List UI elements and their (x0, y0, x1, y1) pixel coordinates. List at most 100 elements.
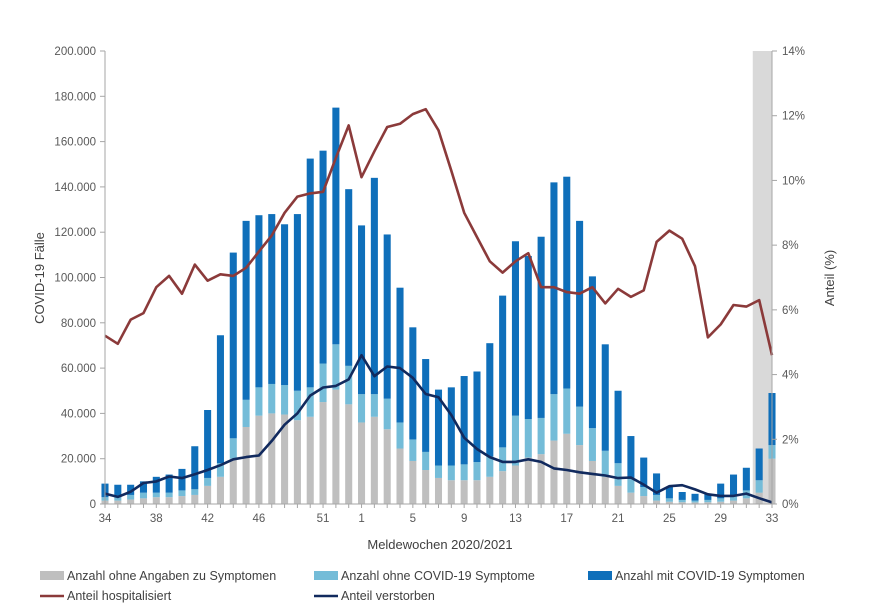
y2-tick-layer: 0% 2% 4% 6% 8% 10% 12% 14% (772, 46, 805, 511)
bar-1-week-30 (729, 494, 738, 501)
bar-2-week-43 (216, 335, 224, 464)
bar-2-week-35 (114, 484, 122, 498)
bar-2-week-32 (755, 448, 763, 481)
bar-0-week-11 (486, 476, 494, 504)
bar-1-week-20 (601, 450, 609, 477)
bar-2-week-7 (434, 389, 443, 466)
bar-2-week-28 (704, 494, 712, 500)
y-tick-label: 40.000 (61, 408, 96, 420)
bar-1-week-21 (614, 463, 622, 486)
bar-0-week-37 (139, 498, 148, 504)
bar-2-week-42 (204, 410, 212, 478)
y-tick-label: 60.000 (61, 363, 96, 375)
bar-0-week-25 (665, 501, 673, 504)
bar-2-week-39 (165, 474, 173, 493)
x-tick-label: 25 (663, 513, 676, 525)
bar-1-week-7 (434, 465, 443, 478)
bar-0-week-26 (678, 502, 686, 504)
bar-0-week-42 (204, 485, 212, 504)
line-layer (104, 107, 774, 504)
bar-1-week-3 (383, 398, 391, 430)
bar-0-week-8 (447, 480, 455, 504)
bar-2-week-6 (422, 359, 430, 452)
bar-2-week-9 (460, 376, 468, 465)
bar-0-week-20 (601, 476, 609, 504)
y-tick-label: 0 (90, 499, 96, 511)
bar-1-week-23 (640, 487, 648, 497)
bar-2-week-30 (729, 474, 738, 495)
bar-1-week-50 (306, 387, 314, 417)
bar-2-week-29 (717, 483, 725, 499)
x-tick-label: 13 (509, 513, 522, 525)
bar-0-week-2 (370, 416, 378, 504)
bar-0-week-3 (383, 429, 391, 504)
y-tick-label: 160.000 (54, 137, 96, 149)
bar-1-week-27 (691, 500, 699, 503)
bar-0-week-21 (614, 485, 622, 504)
bar-2-week-8 (447, 387, 455, 466)
bar-1-week-22 (627, 479, 635, 493)
bar-2-week-44 (229, 252, 237, 439)
legend-label: Anzahl ohne Angaben zu Symptomen (67, 569, 276, 583)
legend-label: Anzahl ohne COVID-19 Symptome (341, 569, 535, 583)
bar-2-week-45 (242, 220, 250, 400)
x-tick-label: 5 (410, 513, 416, 525)
bar-1-week-16 (550, 394, 558, 441)
bar-2-week-41 (191, 446, 199, 490)
bar-2-week-38 (152, 476, 160, 493)
bar-0-week-22 (627, 492, 635, 504)
bar-2-week-24 (653, 473, 661, 495)
bar-2-week-37 (139, 481, 148, 493)
bar-0-week-6 (422, 470, 430, 504)
bar-0-week-47 (268, 413, 276, 504)
bar-1-week-42 (204, 477, 212, 486)
bar-2-week-15 (537, 236, 545, 418)
bar-0-week-49 (293, 420, 301, 504)
bar-1-week-49 (293, 390, 301, 421)
bar-1-week-43 (216, 463, 224, 477)
x-axis-title: Meldewochen 2020/2021 (367, 537, 512, 552)
bar-0-week-16 (550, 440, 558, 504)
line-verstorben (104, 353, 773, 504)
bar-layer (101, 107, 776, 504)
bar-0-week-12 (499, 471, 507, 504)
x-tick-label: 51 (317, 513, 330, 525)
x-tick-label: 1 (358, 513, 364, 525)
bar-1-week-8 (447, 465, 455, 481)
bar-1-week-13 (511, 415, 519, 466)
bar-0-week-46 (255, 415, 263, 504)
x-tick-label: 38 (150, 513, 163, 525)
bar-2-week-19 (588, 276, 596, 429)
bar-0-week-53 (345, 404, 353, 504)
bar-1-week-1 (358, 394, 366, 423)
bar-2-week-46 (255, 215, 263, 388)
line-hospitalisiert (104, 107, 774, 356)
y-tick-label: 140.000 (54, 182, 96, 194)
bar-0-week-1 (358, 422, 366, 504)
bar-1-week-11 (486, 456, 494, 477)
legend-label: Anteil hospitalisiert (67, 589, 172, 603)
bar-0-week-28 (704, 502, 712, 504)
bar-0-week-43 (216, 476, 224, 504)
y2-axis-title: Anteil (%) (822, 250, 837, 306)
x-tick-label: 34 (99, 513, 112, 525)
y2-tick-label: 10% (782, 175, 805, 187)
bar-1-week-17 (563, 388, 571, 434)
bar-0-week-18 (576, 445, 584, 504)
bar-1-week-18 (576, 406, 584, 446)
bar-2-week-1 (358, 225, 366, 395)
y-tick-layer: 0 20.000 40.000 60.000 80.000 100.000 120.000 1… (54, 46, 105, 511)
x-tick-layer: 34 38 42 46 51 1 5 9 13 17 21 25 29 33 (99, 504, 778, 525)
x-tick-label: 17 (560, 513, 573, 525)
x-tick-label: 42 (201, 513, 214, 525)
shaded-recent-weeks (752, 51, 772, 504)
bar-0-week-38 (152, 497, 160, 504)
bar-0-week-29 (717, 501, 725, 504)
bar-2-week-31 (742, 467, 750, 491)
bar-1-week-10 (473, 462, 481, 481)
bar-2-week-49 (293, 214, 301, 391)
bar-0-week-9 (460, 480, 468, 504)
bar-2-week-21 (614, 390, 622, 464)
bar-2-week-23 (640, 457, 648, 488)
